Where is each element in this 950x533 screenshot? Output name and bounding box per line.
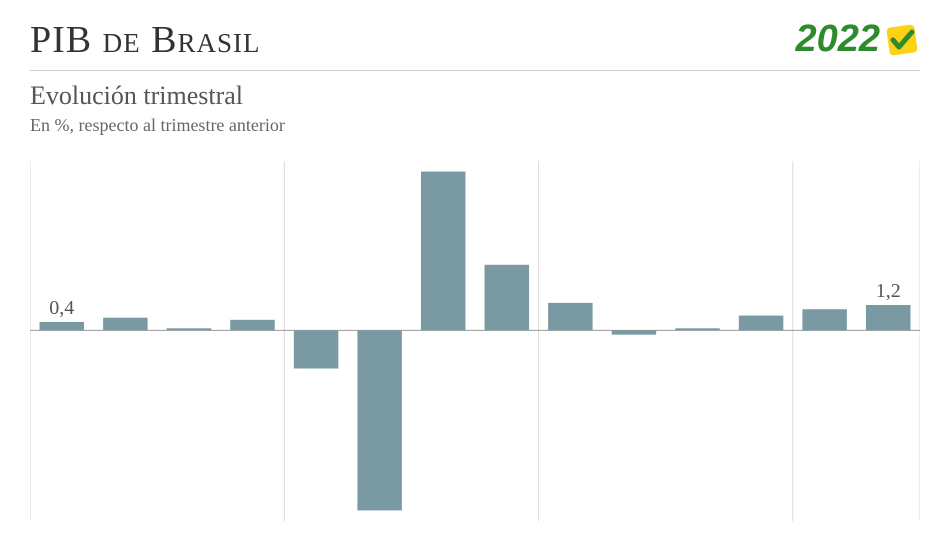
bar (40, 322, 85, 330)
chart-description: En %, respecto al trimestre anterior (0, 111, 950, 136)
bar (675, 328, 720, 330)
bar (802, 309, 847, 330)
bar-value-label: 1,2 (876, 280, 901, 302)
bar (739, 316, 784, 331)
bar (167, 328, 212, 330)
bar-value-label: 0,4 (49, 297, 74, 319)
header: PIB de Brasil 2022 (0, 0, 950, 62)
year-badge: 2022 (795, 18, 920, 61)
bar (866, 305, 911, 330)
bar-chart: 0,4 1,2 (30, 161, 920, 521)
bar (548, 303, 593, 331)
chart-area: 0,4 1,2 (30, 161, 920, 521)
chart-subtitle: Evolución trimestral (0, 71, 950, 111)
bar (421, 172, 466, 331)
year-text: 2022 (795, 18, 880, 61)
bar (103, 318, 148, 331)
chart-title: PIB de Brasil (30, 18, 260, 62)
bar (294, 330, 339, 368)
checkmark-icon (884, 22, 920, 58)
bar (357, 330, 402, 510)
bar (485, 265, 530, 331)
bar (612, 330, 657, 334)
bar (230, 320, 275, 331)
